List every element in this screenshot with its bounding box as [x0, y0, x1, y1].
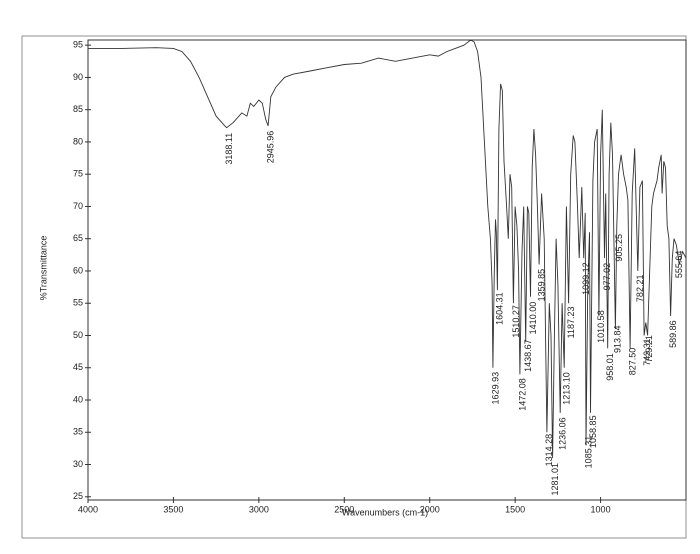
x-tick-label: 1500 [505, 504, 525, 514]
y-tick-label: 70 [73, 201, 83, 211]
plot-frame [87, 39, 687, 501]
y-tick-label: 80 [73, 136, 83, 146]
peak-label: 1629.93 [490, 372, 500, 405]
x-tick-label: 2000 [420, 504, 440, 514]
peak-label: 905.25 [614, 234, 624, 262]
y-tick-label: 40 [73, 394, 83, 404]
x-tick-label: 2500 [334, 504, 354, 514]
peak-label: 1438.67 [523, 339, 533, 372]
peak-label: 3188.11 [224, 133, 234, 165]
y-tick-label: 55 [73, 298, 83, 308]
peak-label: 743.31 [642, 338, 652, 366]
peak-label: 1213.10 [562, 372, 572, 405]
peak-label: 958.01 [605, 353, 615, 381]
peak-label: 1187.23 [566, 307, 576, 339]
peak-label: 977.02 [602, 263, 612, 291]
x-tick-label: 1000 [591, 504, 611, 514]
peak-label: 1314.28 [544, 434, 554, 467]
peak-label: 729.21 [644, 335, 654, 363]
x-tick-label: 4000 [78, 504, 98, 514]
y-axis-label: %Transmittance [38, 236, 48, 301]
y-tick-label: 25 [73, 491, 83, 501]
peak-label: 1085.31 [583, 436, 593, 469]
x-axis-label: Wavenumbers (cm-1) [342, 507, 428, 517]
peak-label: 1410.00 [528, 302, 538, 335]
peak-label: 589.86 [668, 320, 678, 348]
peak-label: 1058.85 [588, 415, 598, 448]
peak-label: 1099.12 [581, 262, 591, 295]
y-tick-label: 45 [73, 362, 83, 372]
y-tick-label: 35 [73, 427, 83, 437]
y-tick-label: 85 [73, 104, 83, 114]
peak-label: 1236.06 [558, 417, 568, 450]
x-tick-label: 3000 [249, 504, 269, 514]
peak-label: 1604.31 [495, 292, 505, 325]
peak-label: 2945.96 [265, 131, 275, 164]
peak-label: 782.21 [635, 275, 645, 303]
y-tick-label: 30 [73, 459, 83, 469]
peak-label: 1281.01 [550, 463, 560, 496]
peak-label: 913.84 [613, 325, 623, 353]
peak-label: 1010.58 [596, 310, 606, 343]
spectrum-line [88, 39, 687, 459]
y-tick-label: 60 [73, 265, 83, 275]
peak-label: 827.50 [627, 348, 637, 376]
peak-label: 1472.08 [517, 378, 527, 411]
y-tick-label: 95 [73, 40, 83, 50]
y-tick-label: 65 [73, 233, 83, 243]
x-tick-label: 3500 [163, 504, 183, 514]
peak-label: 1359.85 [536, 269, 546, 302]
y-tick-label: 50 [73, 330, 83, 340]
peak-label: 555.64 [674, 251, 684, 279]
peak-label: 1510.27 [511, 305, 521, 338]
y-tick-label: 90 [73, 72, 83, 82]
y-tick-label: 75 [73, 169, 83, 179]
